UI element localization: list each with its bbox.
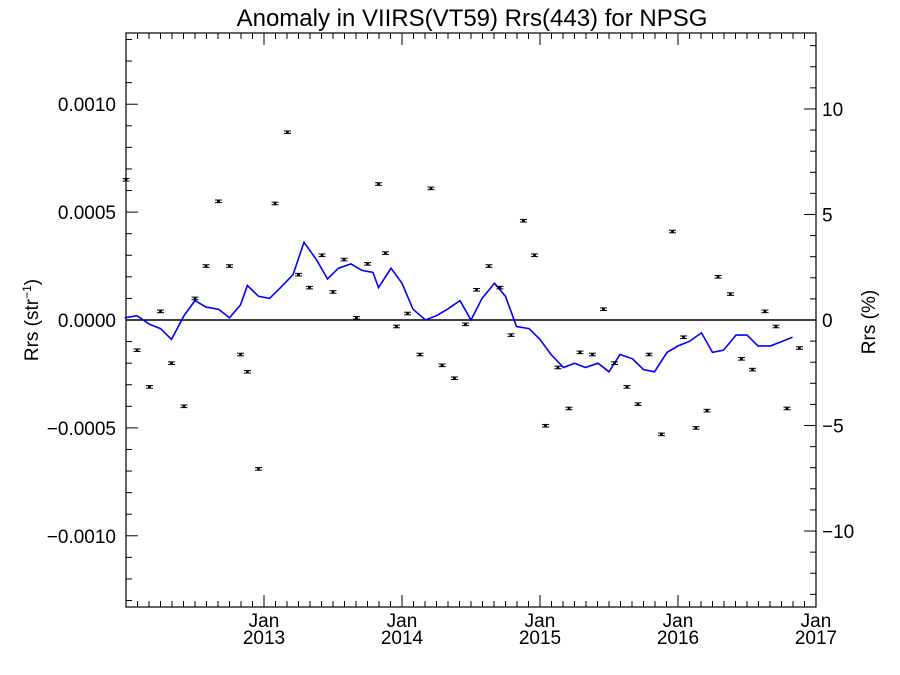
y-axis-left-label-base: Rrs (str xyxy=(22,298,43,361)
data-point xyxy=(751,368,754,372)
x-tick-label-month: Jan xyxy=(249,611,280,632)
x-tick-label-month: Jan xyxy=(663,611,694,632)
data-point xyxy=(602,307,605,311)
data-point xyxy=(785,407,789,410)
y-right-tick-label: 5 xyxy=(822,205,833,226)
data-point xyxy=(406,312,409,315)
data-point xyxy=(217,199,220,203)
data-point xyxy=(705,409,709,413)
x-tick-label-year: 2014 xyxy=(381,628,424,649)
x-tick-label-month: Jan xyxy=(801,611,832,632)
data-point xyxy=(509,333,513,337)
x-tick-label-month: Jan xyxy=(387,611,418,632)
y-right-tick-label: −5 xyxy=(822,417,844,438)
data-point xyxy=(440,363,444,367)
data-point xyxy=(257,467,260,471)
data-point xyxy=(740,357,743,361)
y-right-tick-label: −10 xyxy=(822,522,854,543)
data-point xyxy=(774,325,778,328)
x-tick-label-month: Jan xyxy=(525,611,556,632)
plot-area: 0.0010 0.0005 0.0000 −0.0005 −0.0010 10 5 0 −5 −1… xyxy=(47,32,854,649)
data-point xyxy=(613,361,616,365)
data-point xyxy=(418,353,422,356)
y-left-tick-label: 0.0005 xyxy=(58,203,116,224)
data-point xyxy=(798,346,801,350)
data-point xyxy=(763,309,767,313)
data-point xyxy=(239,353,242,356)
data-point xyxy=(124,178,128,182)
data-point xyxy=(647,353,651,356)
data-point xyxy=(286,130,289,134)
y-left-tick-label: 0.0010 xyxy=(58,95,116,116)
data-point xyxy=(429,186,433,190)
data-point xyxy=(533,253,536,257)
data-point xyxy=(320,253,324,257)
data-point xyxy=(159,309,162,313)
data-point xyxy=(625,385,629,389)
data-point xyxy=(729,292,732,296)
data-point xyxy=(384,251,387,255)
chart-title: Anomaly in VIIRS(VT59) Rrs(443) for NPSG xyxy=(237,5,708,32)
data-point xyxy=(544,424,547,428)
x-tick-label-year: 2017 xyxy=(795,628,837,649)
data-point xyxy=(170,361,173,365)
x-tick-label-year: 2016 xyxy=(657,628,699,649)
data-point xyxy=(297,273,300,277)
x-tick-label-year: 2015 xyxy=(519,628,561,649)
y-axis-right-label: Rrs (%) xyxy=(859,290,880,354)
data-point xyxy=(682,335,685,339)
data-point xyxy=(308,286,311,290)
data-point xyxy=(556,366,560,369)
data-point xyxy=(498,286,502,290)
data-point xyxy=(148,385,151,389)
y-axis-left-label-superscript: −1 xyxy=(20,285,34,299)
y-axis-left-label: Rrs (str−1) xyxy=(20,279,43,361)
data-point xyxy=(204,264,208,268)
x-tick-label-year: 2013 xyxy=(243,628,285,649)
data-point xyxy=(487,264,491,268)
data-point xyxy=(331,290,335,294)
data-point xyxy=(342,258,346,261)
data-point xyxy=(591,353,594,356)
svg-text:Rrs (str−1): Rrs (str−1) xyxy=(20,279,43,361)
data-point xyxy=(377,182,380,186)
data-point xyxy=(228,264,231,268)
data-point xyxy=(716,275,720,279)
data-point xyxy=(694,426,698,430)
y-right-tick-label: 10 xyxy=(822,100,843,121)
data-point xyxy=(273,202,277,205)
data-point xyxy=(660,432,663,436)
data-point xyxy=(636,402,640,406)
y-axis-left-label-close: ) xyxy=(22,279,43,285)
y-right-tick-label: 0 xyxy=(822,311,833,332)
data-point xyxy=(193,297,197,300)
data-point xyxy=(395,325,398,328)
y-left-tick-label: −0.0005 xyxy=(47,419,116,440)
data-point xyxy=(522,219,525,223)
data-point xyxy=(578,350,582,354)
y-left-tick-label: 0.0000 xyxy=(58,311,116,332)
data-point xyxy=(475,288,478,292)
data-point xyxy=(246,370,249,374)
data-point xyxy=(671,230,674,233)
y-left-tick-label: −0.0010 xyxy=(47,527,116,548)
data-point xyxy=(464,322,467,326)
running-mean-line xyxy=(124,240,793,373)
data-point xyxy=(567,407,571,410)
data-point xyxy=(366,262,369,266)
data-point xyxy=(135,348,139,352)
data-point xyxy=(453,376,456,380)
data-point xyxy=(182,404,186,408)
data-point xyxy=(355,316,358,320)
